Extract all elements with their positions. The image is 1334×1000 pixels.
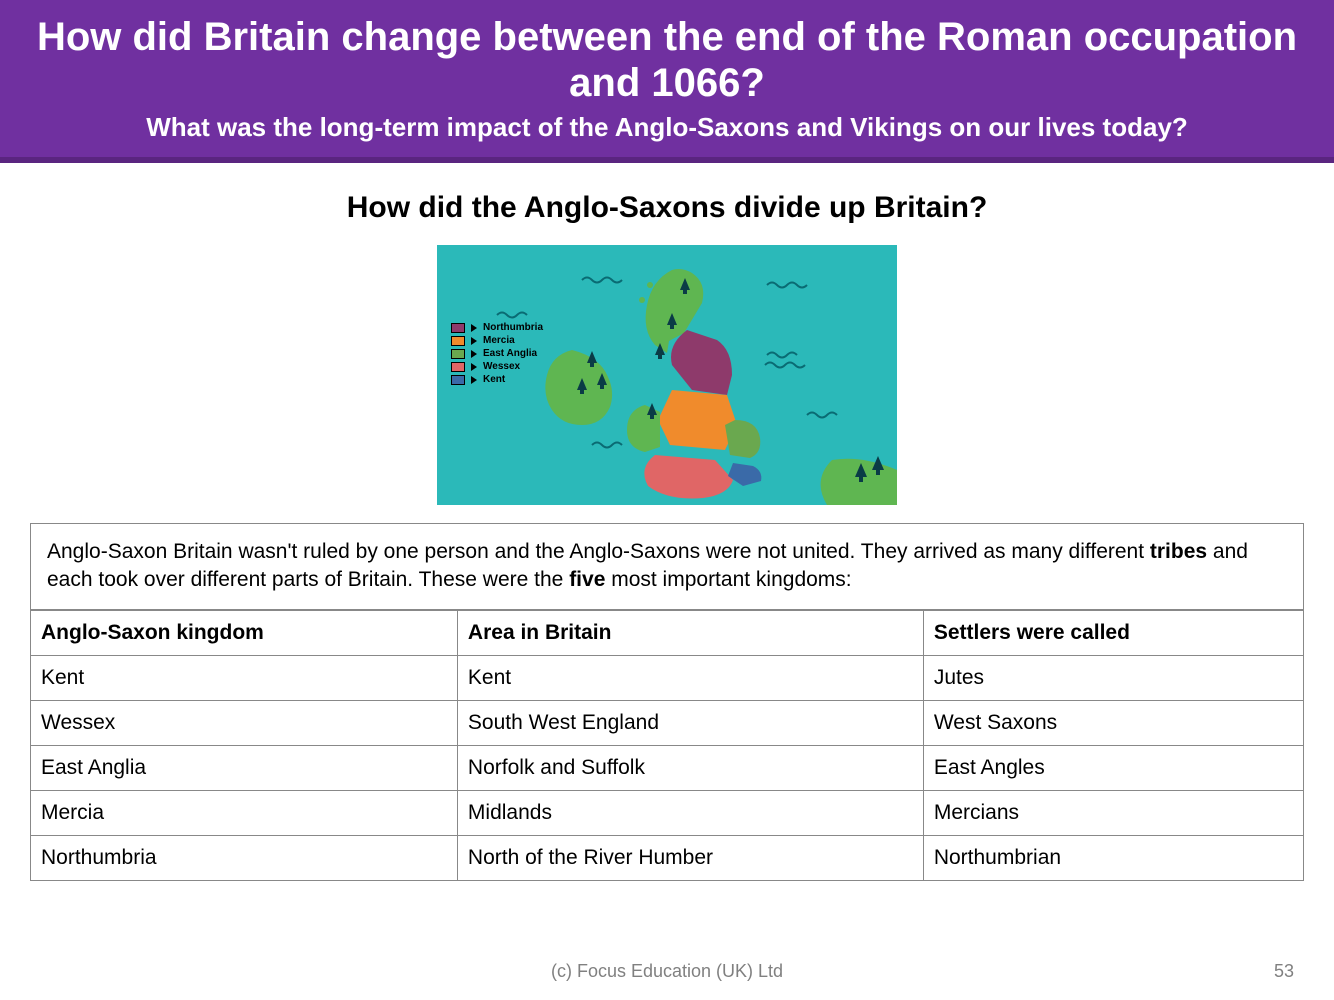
intro-bold: five: [569, 568, 605, 591]
mercia-region: [658, 390, 737, 450]
slide-footer: (c) Focus Education (UK) Ltd 53: [0, 961, 1334, 982]
legend-label: Wessex: [483, 361, 520, 372]
cell: Kent: [31, 655, 458, 700]
cell: Northumbria: [31, 835, 458, 880]
cell: Norfolk and Suffolk: [457, 745, 923, 790]
cell: Jutes: [923, 655, 1303, 700]
legend-item: Kent: [451, 374, 543, 385]
legend-label: Northumbria: [483, 322, 543, 333]
island-icon: [639, 297, 645, 303]
cell: Kent: [457, 655, 923, 700]
arrow-icon: [471, 337, 477, 345]
legend-swatch: [451, 349, 465, 359]
cell: Midlands: [457, 790, 923, 835]
legend-label: Mercia: [483, 335, 515, 346]
table-row: Northumbria North of the River Humber No…: [31, 835, 1304, 880]
cell: Mercians: [923, 790, 1303, 835]
arrow-icon: [471, 350, 477, 358]
cell: West Saxons: [923, 700, 1303, 745]
copyright-text: (c) Focus Education (UK) Ltd: [551, 961, 783, 982]
slide-header: How did Britain change between the end o…: [0, 0, 1334, 163]
map-legend: Northumbria Mercia East Anglia Wessex Ke…: [451, 320, 543, 387]
legend-item: East Anglia: [451, 348, 543, 359]
table-row: Wessex South West England West Saxons: [31, 700, 1304, 745]
arrow-icon: [471, 324, 477, 332]
cell: East Anglia: [31, 745, 458, 790]
intro-text: Anglo-Saxon Britain wasn't ruled by one …: [47, 540, 1150, 563]
cell: East Angles: [923, 745, 1303, 790]
cell: Northumbrian: [923, 835, 1303, 880]
slide-subtitle: What was the long-term impact of the Ang…: [20, 112, 1314, 143]
kingdoms-table: Anglo-Saxon kingdom Area in Britain Sett…: [30, 610, 1304, 881]
cell: Wessex: [31, 700, 458, 745]
legend-label: East Anglia: [483, 348, 537, 359]
legend-item: Northumbria: [451, 322, 543, 333]
island-icon: [647, 282, 653, 288]
intro-text-box: Anglo-Saxon Britain wasn't ruled by one …: [30, 523, 1304, 610]
intro-text: most important kingdoms:: [605, 568, 851, 591]
legend-swatch: [451, 362, 465, 372]
legend-swatch: [451, 323, 465, 333]
france-shape: [821, 459, 897, 505]
arrow-icon: [471, 363, 477, 371]
content-heading: How did the Anglo-Saxons divide up Brita…: [0, 191, 1334, 225]
table-row: Mercia Midlands Mercians: [31, 790, 1304, 835]
table-row: Kent Kent Jutes: [31, 655, 1304, 700]
arrow-icon: [471, 376, 477, 384]
legend-swatch: [451, 336, 465, 346]
intro-bold: tribes: [1150, 540, 1207, 563]
legend-swatch: [451, 375, 465, 385]
cell: Mercia: [31, 790, 458, 835]
col-settlers: Settlers were called: [923, 610, 1303, 655]
legend-item: Wessex: [451, 361, 543, 372]
cell: North of the River Humber: [457, 835, 923, 880]
cell: South West England: [457, 700, 923, 745]
slide-title: How did Britain change between the end o…: [20, 14, 1314, 106]
table-header-row: Anglo-Saxon kingdom Area in Britain Sett…: [31, 610, 1304, 655]
legend-item: Mercia: [451, 335, 543, 346]
col-area: Area in Britain: [457, 610, 923, 655]
legend-label: Kent: [483, 374, 505, 385]
page-number: 53: [1274, 961, 1294, 982]
col-kingdom: Anglo-Saxon kingdom: [31, 610, 458, 655]
table-row: East Anglia Norfolk and Suffolk East Ang…: [31, 745, 1304, 790]
